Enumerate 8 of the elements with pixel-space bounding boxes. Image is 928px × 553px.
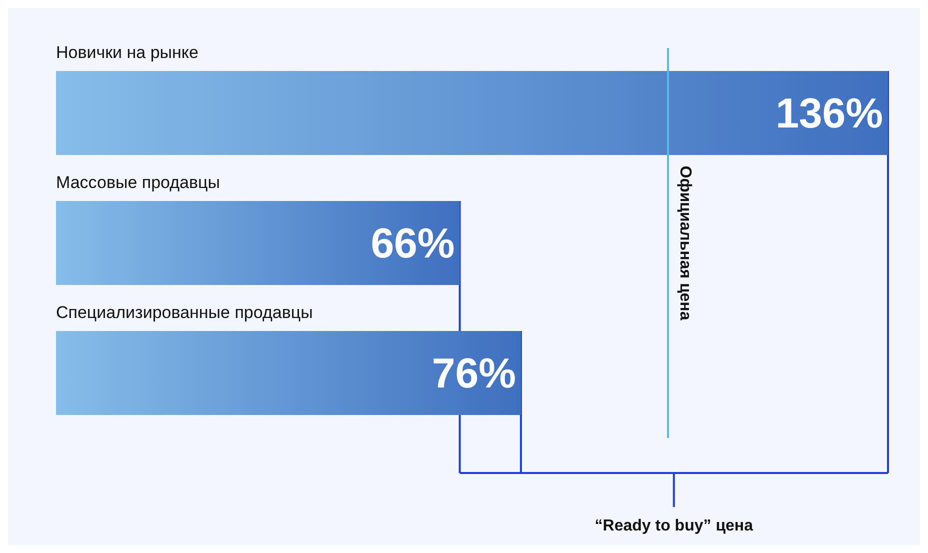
y-tick-label: Новички на рынке (56, 43, 198, 62)
data-label: 66% (370, 220, 455, 266)
text: “Ready to buy” цена (594, 518, 754, 534)
ref-line-label: Официальная цена (676, 166, 694, 320)
data-label: 136% (776, 90, 883, 136)
y-tick-label: Специализированные продавцы (56, 303, 313, 322)
data-label: 76% (432, 350, 516, 396)
y-tick-label: Массовые продавцы (56, 173, 220, 192)
